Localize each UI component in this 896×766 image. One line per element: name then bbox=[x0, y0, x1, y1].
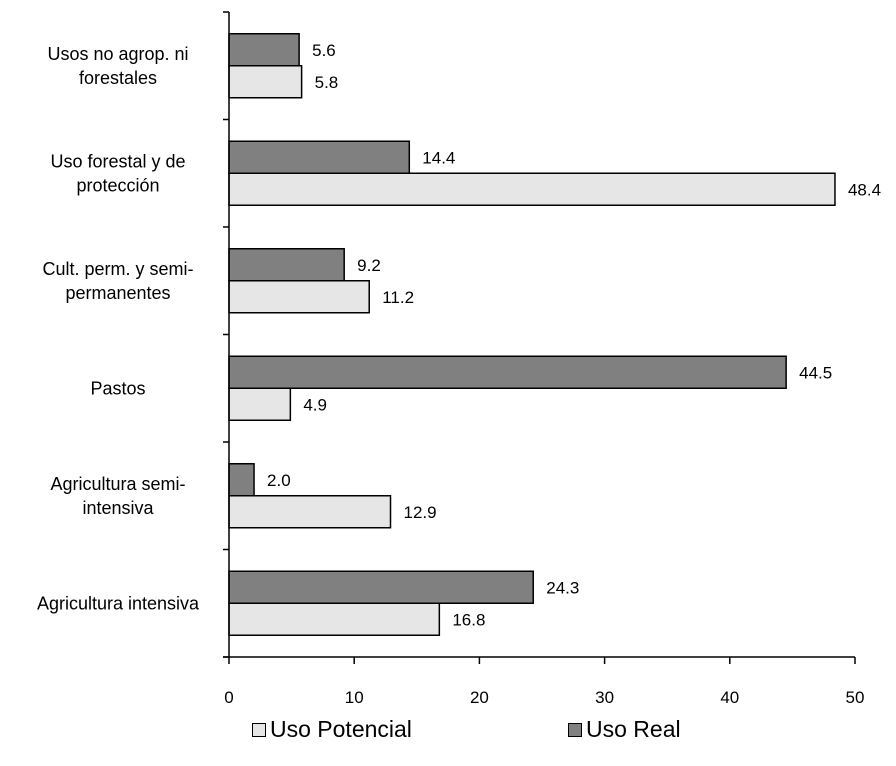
bar-uso-real-6 bbox=[228, 570, 534, 604]
x-tick-label-30: 30 bbox=[595, 688, 614, 707]
data-label-uso-real-4: 44.5 bbox=[799, 363, 832, 382]
bar-uso-real-1 bbox=[228, 33, 300, 67]
data-label-uso-potencial-3: 11.2 bbox=[382, 288, 414, 307]
bar-uso-potencial-1 bbox=[228, 65, 303, 99]
bar-uso-real-5 bbox=[228, 463, 255, 497]
legend-item-uso-real: Uso Real bbox=[568, 716, 681, 743]
data-label-uso-potencial-1: 5.8 bbox=[315, 73, 339, 92]
data-label-uso-real-2: 14.4 bbox=[422, 148, 455, 167]
category-label-1-line-2: forestales bbox=[79, 68, 157, 88]
bar-uso-real-3 bbox=[228, 248, 345, 282]
bar-uso-potencial-6 bbox=[228, 602, 441, 636]
data-label-uso-real-1: 5.6 bbox=[312, 41, 336, 60]
bar-uso-real-2 bbox=[228, 140, 411, 174]
legend: Uso Potencial Uso Real bbox=[0, 716, 896, 752]
data-label-uso-real-3: 9.2 bbox=[357, 256, 381, 275]
x-tick-label-20: 20 bbox=[470, 688, 489, 707]
bar-uso-potencial-5 bbox=[228, 495, 392, 529]
category-label-6-line-1: Agricultura intensiva bbox=[37, 593, 200, 613]
data-label-uso-real-5: 2.0 bbox=[267, 471, 291, 490]
legend-label-uso-real: Uso Real bbox=[586, 716, 681, 742]
x-tick-label-50: 50 bbox=[846, 688, 865, 707]
bar-chart: 5.6 5.8 Usos no agrop. ni forestales 14.4 48.… bbox=[37, 11, 881, 707]
data-label-uso-potencial-4: 4.9 bbox=[303, 395, 327, 414]
bar-uso-real-4 bbox=[228, 355, 787, 389]
category-label-4-line-1: Pastos bbox=[90, 378, 145, 398]
category-label-3-line-1: Cult. perm. y semi- bbox=[42, 259, 193, 279]
data-label-uso-potencial-5: 12.9 bbox=[404, 503, 437, 522]
bar-uso-potencial-3 bbox=[228, 280, 370, 314]
category-label-2-line-1: Uso forestal y de bbox=[50, 151, 185, 171]
legend-item-uso-potencial: Uso Potencial bbox=[252, 716, 412, 743]
x-tick-label-10: 10 bbox=[345, 688, 364, 707]
category-label-5-line-2: intensiva bbox=[82, 498, 154, 518]
bar-uso-potencial-4 bbox=[228, 387, 292, 421]
category-label-1-line-1: Usos no agrop. ni bbox=[47, 44, 188, 64]
category-label-2-line-2: protección bbox=[76, 175, 159, 195]
legend-swatch-uso-real bbox=[568, 722, 582, 737]
category-label-3-line-2: permanentes bbox=[65, 283, 170, 303]
data-label-uso-potencial-2: 48.4 bbox=[848, 180, 881, 199]
bar-uso-potencial-2 bbox=[228, 172, 836, 206]
data-label-uso-potencial-6: 16.8 bbox=[452, 610, 485, 629]
x-tick-label-40: 40 bbox=[720, 688, 739, 707]
data-label-uso-real-6: 24.3 bbox=[546, 578, 579, 597]
category-label-5-line-1: Agricultura semi- bbox=[50, 474, 185, 494]
x-tick-label-0: 0 bbox=[224, 688, 233, 707]
legend-label-uso-potencial: Uso Potencial bbox=[270, 716, 412, 742]
legend-swatch-uso-potencial bbox=[252, 722, 266, 737]
